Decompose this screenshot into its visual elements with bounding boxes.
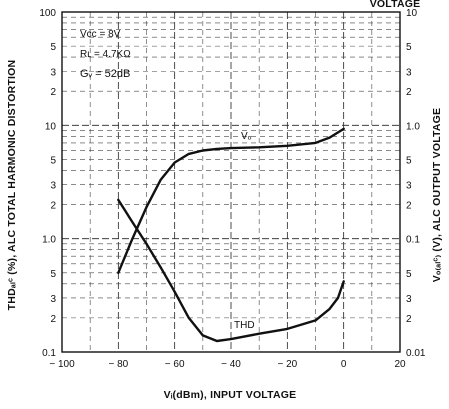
- curves: [117, 127, 345, 343]
- y-left-tick-label: 5: [50, 155, 56, 166]
- y-left-tick-label: 2: [50, 201, 56, 212]
- x-tick-label: − 60: [165, 359, 185, 370]
- y-left-tick-label: 100: [39, 8, 56, 19]
- y-right-tick-label: 5: [406, 269, 412, 280]
- y-right-tick-label: 2: [406, 87, 412, 98]
- series-label-thd: THD: [234, 320, 255, 331]
- series-line-vo: [117, 127, 345, 274]
- y-right-tick-label: 3: [406, 67, 412, 78]
- y-right-tick-label: 3: [406, 181, 412, 192]
- x-tick-label: 0: [341, 359, 347, 370]
- plot-frame: [61, 11, 401, 353]
- y-right-axis-label: Vₒ₍ₐₗᶜ₎ (V), ALC OUTPUT VOLTAGE: [431, 108, 443, 283]
- y-left-axis-label: THDₐₗᶜ (%), ALC TOTAL HARMONIC DISTORTIO…: [6, 60, 18, 311]
- y-left-tick-label: 2: [50, 87, 56, 98]
- y-left-tick-label: 0.1: [42, 348, 56, 359]
- y-right-tick-label: 3: [406, 294, 412, 305]
- condition-rl: Rʟ = 4.7KΩ: [80, 49, 131, 60]
- y-left-tick-label: 3: [50, 294, 56, 305]
- x-tick-label: − 100: [49, 359, 75, 370]
- y-right-tick-label: 5: [406, 42, 412, 53]
- y-right-tick-label: 10: [406, 8, 418, 19]
- x-tick-label: 20: [394, 359, 406, 370]
- y-right-tick-labels: 10 5 3 2 1.0 5 3 2 0.1 5 3 2 0.01: [406, 8, 426, 359]
- y-right-tick-label: 2: [406, 201, 412, 212]
- x-axis-label: Vᵢ(dBm), INPUT VOLTAGE: [164, 389, 297, 401]
- y-left-tick-label: 3: [50, 67, 56, 78]
- grid: [62, 12, 400, 352]
- y-right-tick-label: 5: [406, 155, 412, 166]
- y-left-tick-label: 10: [45, 121, 57, 132]
- series-line-thd: [117, 198, 345, 343]
- y-left-tick-label: 1.0: [42, 235, 56, 246]
- y-left-tick-label: 5: [50, 42, 56, 53]
- x-tick-labels: − 100 − 80 − 60 − 40 − 20 0 20: [49, 359, 406, 370]
- y-left-tick-label: 2: [50, 314, 56, 325]
- x-tick-label: − 80: [108, 359, 128, 370]
- y-left-tick-label: 3: [50, 181, 56, 192]
- y-left-tick-label: 5: [50, 269, 56, 280]
- y-left-tick-labels: 100 5 3 2 10 5 3 2 1.0 5 3 2 0.1: [39, 8, 56, 359]
- y-right-tick-label: 0.01: [406, 348, 426, 359]
- x-tick-label: − 20: [277, 359, 297, 370]
- y-right-tick-label: 0.1: [406, 235, 420, 246]
- top-partial-label: VOLTAGE: [370, 0, 421, 10]
- y-right-tick-label: 2: [406, 314, 412, 325]
- series-label-vo: Vₒ: [241, 131, 252, 142]
- y-right-tick-label: 1.0: [406, 121, 420, 132]
- x-tick-label: − 40: [221, 359, 241, 370]
- condition-gv: Gᵥ = 52dB: [80, 68, 130, 80]
- condition-vcc: Vᴄᴄ = 8V: [80, 29, 121, 40]
